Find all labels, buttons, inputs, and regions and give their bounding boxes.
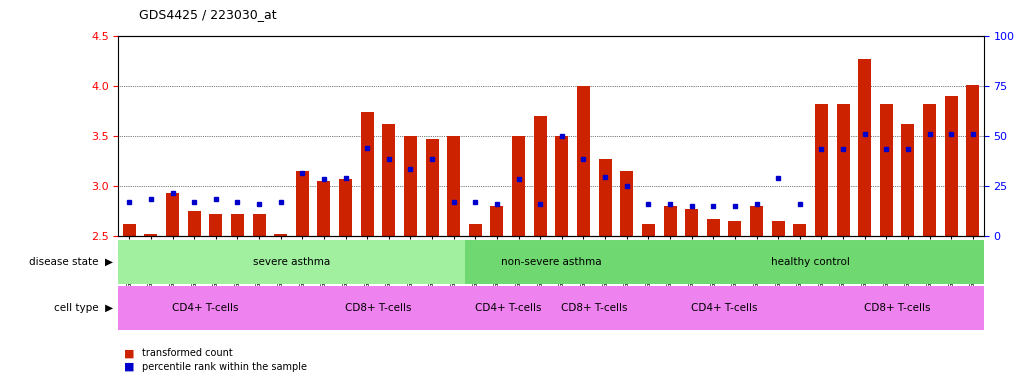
Text: CD4+ T-cells: CD4+ T-cells <box>172 303 238 313</box>
Bar <box>166 193 179 236</box>
Bar <box>923 104 936 236</box>
Text: CD8+ T-cells: CD8+ T-cells <box>345 303 411 313</box>
Bar <box>901 124 915 236</box>
Bar <box>123 224 136 236</box>
Bar <box>728 221 742 236</box>
Bar <box>382 124 396 236</box>
Text: cell type  ▶: cell type ▶ <box>55 303 113 313</box>
Bar <box>707 219 720 236</box>
Bar <box>490 206 504 236</box>
Bar <box>945 96 958 236</box>
Bar <box>793 224 806 236</box>
Bar <box>534 116 547 236</box>
Bar <box>291 286 465 330</box>
Text: healthy control: healthy control <box>771 257 850 267</box>
Bar <box>118 240 465 284</box>
Bar <box>118 286 291 330</box>
Text: CD8+ T-cells: CD8+ T-cells <box>561 303 627 313</box>
Bar <box>577 86 590 236</box>
Bar <box>663 206 677 236</box>
Bar <box>317 181 331 236</box>
Bar <box>187 211 201 236</box>
Text: CD8+ T-cells: CD8+ T-cells <box>864 303 930 313</box>
Bar <box>296 171 309 236</box>
Text: disease state  ▶: disease state ▶ <box>29 257 113 267</box>
Bar <box>880 104 893 236</box>
Bar <box>360 113 374 236</box>
Text: ■: ■ <box>124 362 134 372</box>
Bar <box>404 136 417 236</box>
Bar <box>638 240 984 284</box>
Bar <box>555 136 569 236</box>
Bar <box>465 240 638 284</box>
Bar <box>209 214 222 236</box>
Bar <box>811 286 984 330</box>
Bar <box>771 221 785 236</box>
Bar <box>144 234 158 236</box>
Bar <box>274 234 287 236</box>
Bar <box>252 214 266 236</box>
Bar <box>469 224 482 236</box>
Bar <box>551 286 638 330</box>
Text: GDS4425 / 223030_at: GDS4425 / 223030_at <box>139 8 277 21</box>
Bar <box>815 104 828 236</box>
Text: percentile rank within the sample: percentile rank within the sample <box>142 362 307 372</box>
Text: severe asthma: severe asthma <box>253 257 330 267</box>
Bar <box>425 139 439 236</box>
Bar <box>598 159 612 236</box>
Text: ■: ■ <box>124 348 134 358</box>
Bar <box>642 224 655 236</box>
Text: transformed count: transformed count <box>142 348 233 358</box>
Bar <box>512 136 525 236</box>
Bar <box>339 179 352 236</box>
Bar <box>836 104 850 236</box>
Bar <box>966 85 980 236</box>
Text: non-severe asthma: non-severe asthma <box>501 257 602 267</box>
Text: CD4+ T-cells: CD4+ T-cells <box>475 303 541 313</box>
Bar <box>231 214 244 236</box>
Bar <box>858 60 871 236</box>
Bar <box>750 206 763 236</box>
Bar <box>465 286 551 330</box>
Bar <box>685 209 698 236</box>
Bar <box>638 286 811 330</box>
Bar <box>620 171 633 236</box>
Text: CD4+ T-cells: CD4+ T-cells <box>691 303 757 313</box>
Bar <box>447 136 460 236</box>
